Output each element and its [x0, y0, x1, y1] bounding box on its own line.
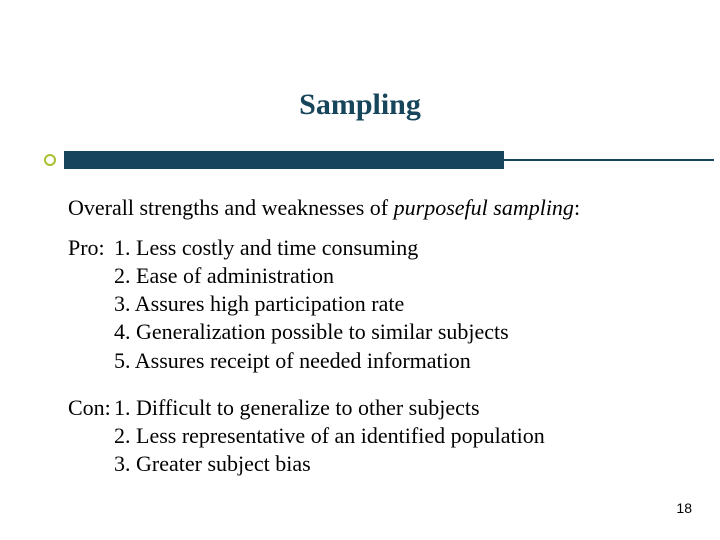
con-label: Con: [68, 394, 114, 422]
slide: Sampling Overall strengths and weaknesse… [0, 0, 720, 540]
pro-item-text: 5. Assures receipt of needed information [114, 347, 668, 375]
intro-suffix: : [574, 195, 580, 220]
spacer [68, 450, 114, 478]
pro-item-text: 2. Ease of administration [114, 262, 668, 290]
pro-item-text: 3. Assures high participation rate [114, 290, 668, 318]
page-number: 18 [676, 500, 692, 516]
con-block: Con: 1. Difficult to generalize to other… [68, 394, 668, 478]
list-item: 3. Assures high participation rate [68, 290, 668, 318]
divider-bar [64, 151, 504, 169]
pro-item-text: 1. Less costly and time consuming [114, 234, 668, 262]
list-item: 2. Less representative of an identified … [68, 422, 668, 450]
spacer [68, 422, 114, 450]
list-item: Con: 1. Difficult to generalize to other… [68, 394, 668, 422]
spacer [68, 262, 114, 290]
list-item: 4. Generalization possible to similar su… [68, 318, 668, 346]
con-item-text: 1. Difficult to generalize to other subj… [114, 394, 668, 422]
slide-title: Sampling [0, 88, 720, 122]
spacer [68, 290, 114, 318]
spacer [68, 318, 114, 346]
list-item: 3. Greater subject bias [68, 450, 668, 478]
list-item: Pro: 1. Less costly and time consuming [68, 234, 668, 262]
title-divider [30, 148, 690, 172]
list-item: 5. Assures receipt of needed information [68, 347, 668, 375]
divider-line [504, 159, 714, 161]
spacer [68, 347, 114, 375]
pro-label: Pro: [68, 234, 114, 262]
intro-line: Overall strengths and weaknesses of purp… [68, 194, 668, 222]
pro-item-text: 4. Generalization possible to similar su… [114, 318, 668, 346]
con-item-text: 2. Less representative of an identified … [114, 422, 668, 450]
list-item: 2. Ease of administration [68, 262, 668, 290]
intro-prefix: Overall strengths and weaknesses of [68, 195, 394, 220]
con-item-text: 3. Greater subject bias [114, 450, 668, 478]
pro-block: Pro: 1. Less costly and time consuming 2… [68, 234, 668, 375]
bullet-icon [44, 154, 56, 166]
intro-emphasis: purposeful sampling [394, 195, 574, 220]
